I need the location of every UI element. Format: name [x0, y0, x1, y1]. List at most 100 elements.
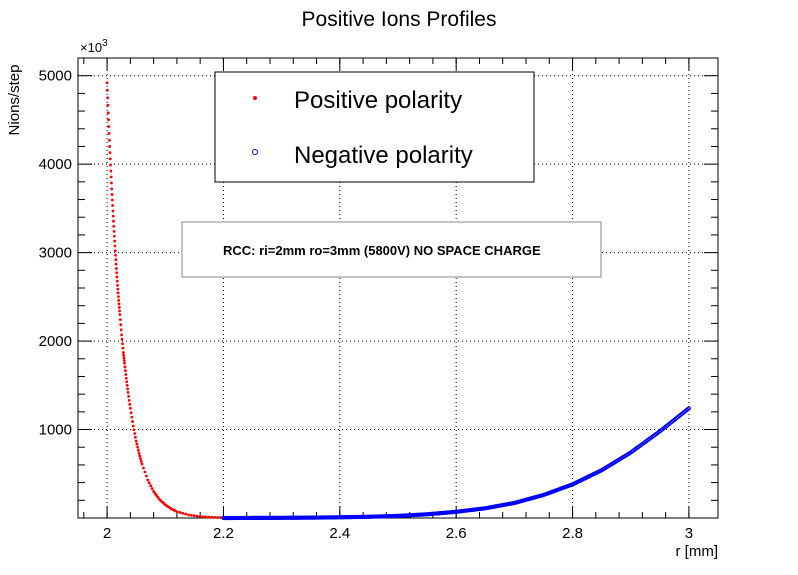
positive-polarity-point — [111, 209, 115, 213]
positive-polarity-point — [122, 353, 126, 357]
positive-polarity-point — [146, 478, 150, 482]
positive-polarity-point — [184, 512, 188, 516]
positive-polarity-point — [116, 291, 120, 295]
legend-label-positive: Positive polarity — [294, 87, 462, 114]
positive-polarity-point — [117, 298, 121, 302]
y-tick-label: 3000 — [39, 245, 72, 262]
positive-polarity-point — [122, 359, 126, 362]
positive-polarity-point — [117, 302, 121, 306]
positive-polarity-point — [137, 452, 141, 455]
positive-polarity-point — [112, 229, 116, 233]
positive-polarity-point — [118, 318, 122, 322]
positive-polarity-point — [118, 313, 122, 316]
positive-polarity-point — [126, 387, 129, 391]
positive-polarity-point — [142, 466, 145, 470]
positive-polarity-point — [111, 204, 115, 207]
x-tick-label: 2.8 — [562, 525, 583, 542]
positive-polarity-point — [216, 516, 220, 519]
positive-polarity-point — [131, 420, 134, 423]
positive-polarity-point — [138, 454, 142, 458]
positive-polarity-point — [124, 369, 127, 373]
positive-polarity-point — [111, 214, 115, 218]
positive-polarity-point — [123, 365, 127, 369]
positive-polarity-point — [149, 484, 153, 488]
positive-polarity-point — [109, 163, 112, 167]
positive-polarity-point — [121, 351, 125, 354]
positive-polarity-point — [113, 249, 117, 253]
positive-polarity-point — [110, 181, 113, 185]
y-tick-label: 4000 — [39, 156, 72, 173]
y-exponent-label: ×103 — [80, 38, 108, 55]
legend-box — [214, 71, 535, 183]
positive-polarity-point — [195, 514, 199, 518]
positive-polarity-point — [125, 380, 129, 384]
positive-polarity-point — [106, 111, 110, 115]
positive-polarity-point — [125, 383, 129, 387]
positive-polarity-point — [143, 470, 147, 474]
annotation-box: RCC: ri=2mm ro=3mm (5800V) NO SPACE CHAR… — [181, 221, 602, 278]
positive-polarity-point — [128, 406, 132, 410]
y-tick-label: 5000 — [39, 68, 72, 85]
positive-polarity-point — [210, 515, 214, 519]
positive-polarity-point — [112, 234, 116, 238]
positive-polarity-point — [181, 511, 185, 515]
positive-polarity-point — [115, 267, 118, 270]
positive-polarity-point — [152, 490, 156, 493]
positive-polarity-point — [129, 411, 133, 415]
positive-polarity-point — [112, 219, 115, 223]
y-exponent-base: ×10 — [80, 40, 102, 55]
positive-polarity-point — [126, 390, 130, 394]
positive-polarity-point — [124, 376, 128, 380]
positive-polarity-point — [113, 239, 117, 243]
positive-polarity-point — [124, 373, 128, 376]
positive-polarity-point — [127, 394, 131, 398]
y-tick-label: 1000 — [39, 422, 72, 439]
annotation-text: RCC: ri=2mm ro=3mm (5800V) NO SPACE CHAR… — [223, 243, 541, 258]
legend-label-negative: Negative polarity — [294, 142, 473, 169]
positive-polarity-point — [120, 337, 124, 341]
x-tick-label: 2.2 — [213, 525, 234, 542]
positive-polarity-point — [109, 175, 113, 179]
positive-polarity-point — [108, 157, 112, 161]
positive-polarity-point — [118, 309, 121, 313]
legend-marker-positive — [253, 96, 257, 100]
positive-polarity-point — [108, 138, 111, 142]
x-tick-label: 3 — [685, 525, 693, 542]
positive-polarity-point — [106, 103, 110, 107]
positive-polarity-point — [107, 118, 110, 122]
positive-polarity-point — [134, 435, 137, 439]
positive-polarity-point — [140, 462, 144, 466]
positive-polarity-point — [135, 442, 139, 446]
positive-polarity-point — [122, 356, 126, 360]
y-tick-label: 2000 — [39, 333, 72, 350]
legend: Positive polarity Negative polarity — [214, 71, 535, 183]
positive-polarity-point — [187, 513, 190, 517]
positive-polarity-point — [192, 514, 196, 518]
positive-polarity-point — [219, 516, 222, 519]
positive-polarity-point — [117, 306, 121, 309]
positive-polarity-point — [150, 487, 154, 490]
y-axis-label: Nions/step — [6, 65, 23, 136]
positive-polarity-point — [131, 424, 135, 428]
positive-polarity-point — [123, 361, 126, 365]
positive-polarity-point — [108, 145, 112, 148]
positive-polarity-point — [207, 515, 211, 519]
negative-polarity-point — [686, 406, 692, 411]
legend-marker-negative — [252, 149, 258, 155]
positive-polarity-point — [147, 481, 151, 485]
y-exponent-power: 3 — [102, 38, 108, 49]
positive-polarity-point — [110, 193, 114, 196]
positive-polarity-point — [107, 125, 111, 128]
positive-polarity-point — [201, 515, 205, 519]
positive-polarity-point — [175, 510, 179, 514]
positive-polarity-point — [115, 279, 119, 283]
positive-polarity-point — [127, 398, 131, 402]
x-tick-label: 2.6 — [446, 525, 467, 542]
positive-polarity-point — [156, 496, 160, 499]
positive-polarity-point — [130, 415, 134, 419]
positive-polarity-point — [116, 283, 119, 287]
positive-polarity-point — [109, 169, 113, 173]
positive-polarity-point — [132, 428, 136, 432]
positive-polarity-point — [178, 511, 182, 514]
positive-polarity-point — [121, 342, 124, 346]
